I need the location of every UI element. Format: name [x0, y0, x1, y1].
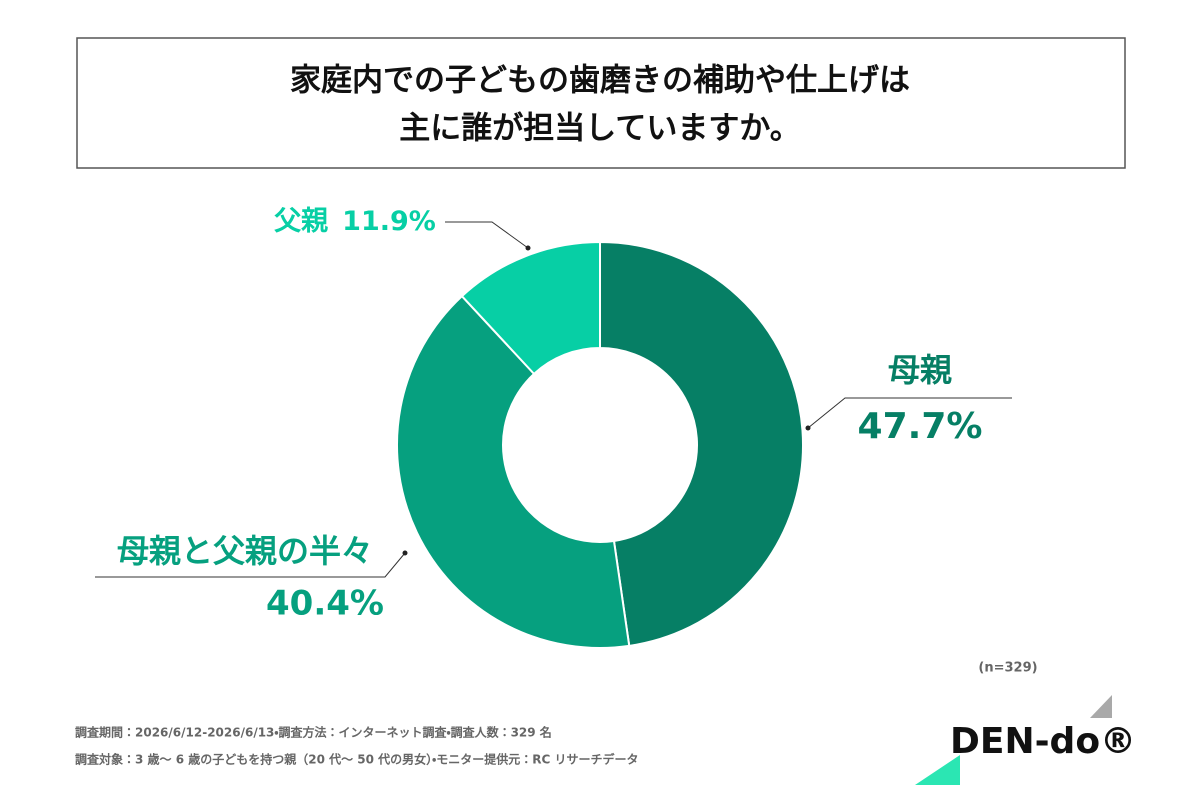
- donut-slice: [460, 240, 601, 376]
- logo: DEN-do®: [950, 721, 1136, 762]
- category-label: 母親と父親の半々: [117, 532, 373, 570]
- logo-mark: [915, 755, 960, 785]
- footnote: 調査対象：3 歳～ 6 歳の子どもを持つ親（20 代～ 50 代の男女）・モニタ…: [75, 752, 638, 767]
- donut-slice: [599, 240, 804, 648]
- leader-line: [807, 397, 1012, 429]
- leader-line: [95, 552, 406, 578]
- category-label: 母親: [888, 351, 952, 389]
- title-box: [76, 37, 1126, 169]
- slice-label: 父親 11.9%: [274, 206, 436, 237]
- chart-title: 主に誰が担当していますか。: [399, 111, 800, 147]
- leader-dot: [525, 245, 531, 251]
- chart-title: 家庭内での子どもの歯磨きの補助や仕上げは: [290, 63, 910, 99]
- logo-mark: [1090, 695, 1112, 718]
- footnote: 調査期間：2026/6/12-2026/6/13・調査方法：インターネット調査・…: [75, 725, 552, 740]
- value-label: 47.7%: [858, 406, 983, 447]
- sample-note: (n=329): [978, 661, 1037, 676]
- leader-line: [445, 221, 529, 249]
- category-label: 父親: [274, 206, 328, 237]
- leader-dot: [402, 550, 408, 556]
- donut-slice: [396, 294, 631, 649]
- leader-dot: [805, 425, 811, 431]
- value-label: 11.9%: [342, 206, 436, 237]
- value-label: 40.4%: [266, 584, 384, 624]
